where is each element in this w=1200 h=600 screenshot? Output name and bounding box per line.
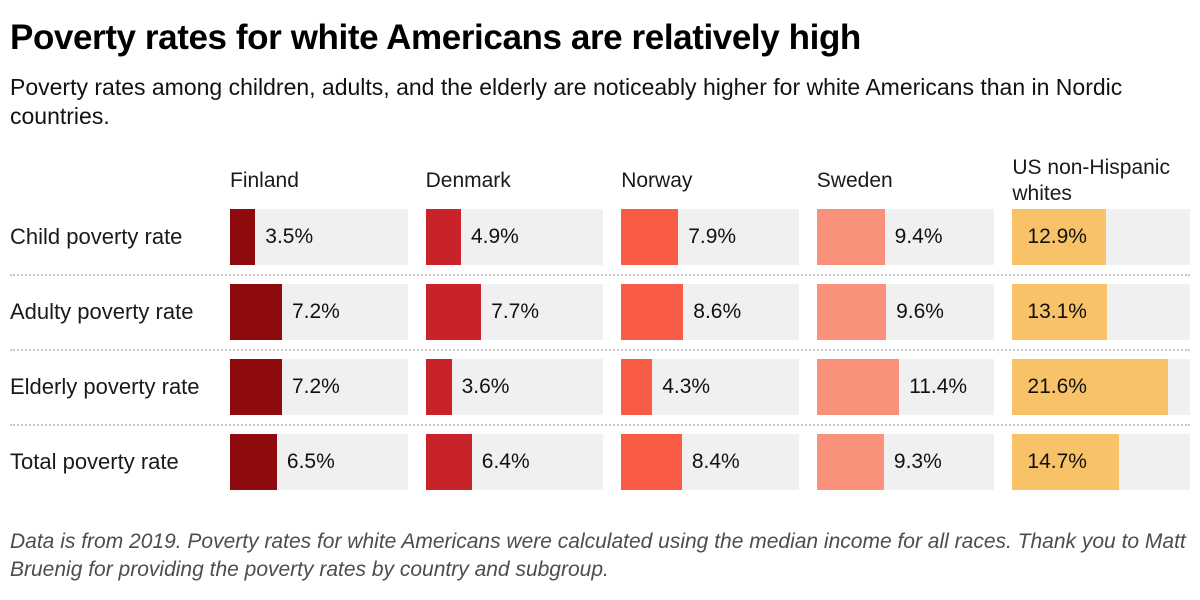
bar-norway <box>621 358 653 415</box>
bar-denmark <box>425 283 482 340</box>
row-label: Elderly poverty rate <box>10 373 200 399</box>
bar-track: 4.9% <box>425 208 604 265</box>
bar-us-non-hispanic-whites <box>1012 358 1169 415</box>
row-label: Adulty poverty rate <box>10 298 194 324</box>
bar-denmark <box>425 358 452 415</box>
row-separator <box>10 273 1190 276</box>
bar-finland <box>230 283 282 340</box>
chart-title: Poverty rates for white Americans are re… <box>10 18 861 57</box>
table-row-elderly-poverty-rate: Elderly poverty rate 7.2% 3.6% 4.3% 11.4% 21.… <box>10 358 1190 415</box>
bar-value-label: 7.2% <box>291 299 340 323</box>
bar-value-label: 12.9% <box>1027 224 1087 248</box>
bar-value-label: 4.3% <box>662 374 711 398</box>
bar-track: 12.9% <box>1012 208 1190 265</box>
table-row-adulty-poverty-rate: Adulty poverty rate 7.2% 7.7% 8.6% 9.6% 13.1% <box>10 283 1190 340</box>
bar-track: 3.5% <box>230 208 408 265</box>
source-note: Data is from 2019. Poverty rates for whi… <box>10 529 1186 581</box>
bar-value-label: 7.7% <box>491 299 540 323</box>
bar-denmark <box>425 433 472 490</box>
bar-track: 6.4% <box>425 433 604 490</box>
bar-value-label: 3.5% <box>265 224 314 248</box>
bar-sweden <box>816 208 885 265</box>
bar-track: 11.4% <box>816 358 995 415</box>
bar-us-non-hispanic-whites <box>1012 208 1106 265</box>
bar-denmark <box>425 208 461 265</box>
bar-value-label: 14.7% <box>1027 449 1087 473</box>
bar-value-label: 6.5% <box>286 449 335 473</box>
column-header-us-non-hispanic-whites: US non-Hispanic whites <box>1012 156 1170 205</box>
bar-us-non-hispanic-whites <box>1012 283 1107 340</box>
bar-value-label: 4.9% <box>470 224 519 248</box>
bar-norway <box>621 283 684 340</box>
row-separator <box>10 348 1190 351</box>
bar-track: 21.6% <box>1012 358 1190 415</box>
bar-value-label: 3.6% <box>461 374 510 398</box>
bar-value-label: 8.6% <box>693 299 742 323</box>
bar-sweden <box>816 433 884 490</box>
column-header-denmark: Denmark <box>425 168 511 192</box>
bar-track: 7.7% <box>425 283 604 340</box>
bar-finland <box>230 433 277 490</box>
bar-value-label: 11.4% <box>909 374 968 398</box>
bar-norway <box>621 208 679 265</box>
bar-us-non-hispanic-whites <box>1012 433 1119 490</box>
bar-track: 14.7% <box>1012 433 1190 490</box>
bar-track: 3.6% <box>425 358 604 415</box>
bar-value-label: 9.4% <box>894 224 943 248</box>
column-header-norway: Norway <box>621 168 693 192</box>
bar-value-label: 6.4% <box>481 449 530 473</box>
bar-value-label: 9.6% <box>896 299 944 323</box>
bar-value-label: 8.4% <box>691 449 740 473</box>
bar-track: 4.3% <box>621 358 799 415</box>
row-label: Total poverty rate <box>10 448 179 474</box>
bar-sweden <box>816 283 887 340</box>
bar-track: 6.5% <box>230 433 408 490</box>
table-row-total-poverty-rate: Total poverty rate 6.5% 6.4% 8.4% 9.3% 14.7% <box>10 433 1190 490</box>
chart-body: Child poverty rate 3.5% 4.9% 7.9% 9.4% 12.9% A… <box>10 208 1190 490</box>
bar-track: 13.1% <box>1012 283 1190 340</box>
bar-value-label: 13.1% <box>1027 299 1087 323</box>
bar-norway <box>621 433 682 490</box>
table-row-child-poverty-rate: Child poverty rate 3.5% 4.9% 7.9% 9.4% 12.9% <box>10 208 1190 265</box>
bar-finland <box>230 358 282 415</box>
bar-finland <box>230 208 256 265</box>
bar-track: 7.2% <box>230 358 408 415</box>
column-header-sweden: Sweden <box>816 168 893 192</box>
bar-value-label: 9.3% <box>893 449 942 473</box>
bar-track: 9.6% <box>816 283 995 340</box>
bar-sweden <box>816 358 900 415</box>
bar-track: 7.9% <box>621 208 799 265</box>
bar-value-label: 7.2% <box>291 374 340 398</box>
bar-value-label: 21.6% <box>1027 374 1087 398</box>
bar-track: 9.3% <box>816 433 995 490</box>
row-label: Child poverty rate <box>10 223 183 249</box>
chart-subtitle: Poverty rates among children, adults, an… <box>10 74 1123 130</box>
bar-track: 8.6% <box>621 283 799 340</box>
row-separator <box>10 423 1190 426</box>
bar-value-label: 7.9% <box>688 224 737 248</box>
column-header-finland: Finland <box>230 168 299 192</box>
bar-track: 9.4% <box>816 208 995 265</box>
chart-card: Poverty rates for white Americans are re… <box>10 18 1190 581</box>
column-header-row: Finland Denmark Norway Sweden US non-Hispani… <box>10 153 1190 209</box>
bar-track: 7.2% <box>230 283 408 340</box>
bar-track: 8.4% <box>621 433 799 490</box>
